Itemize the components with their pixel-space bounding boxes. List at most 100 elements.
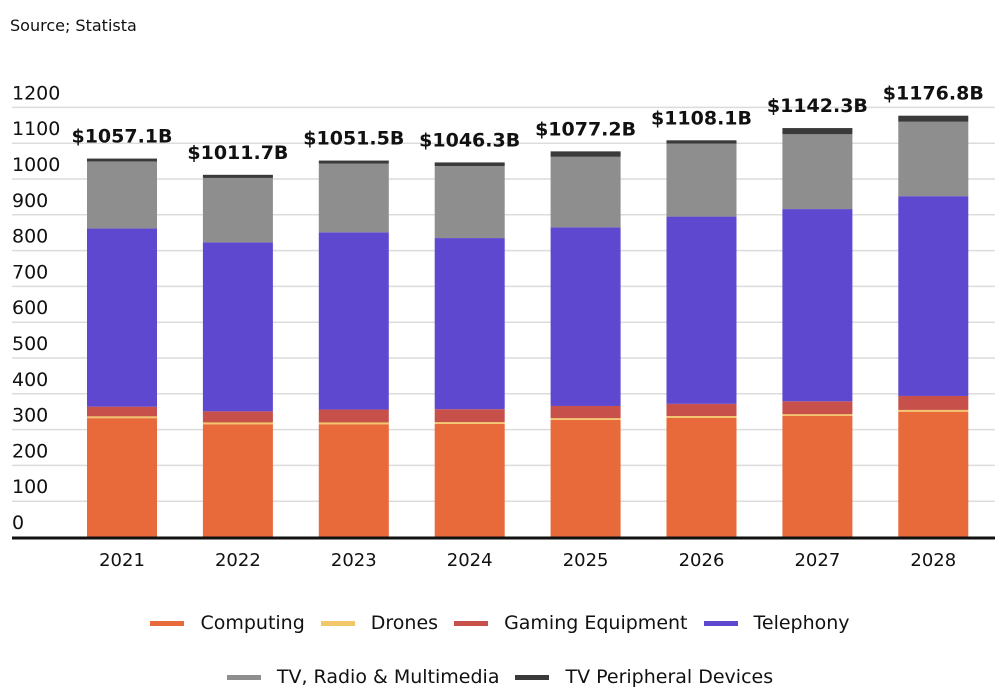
x-tick-label: 2026 xyxy=(679,550,725,571)
legend-item-telephony[interactable]: Telephony xyxy=(703,612,850,634)
source-note: Source; Statista xyxy=(10,16,137,35)
bar-segment-gaming-equipment-2028 xyxy=(898,395,969,410)
legend-item-gaming-equipment[interactable]: Gaming Equipment xyxy=(454,612,688,634)
x-tick-label: 2022 xyxy=(215,550,261,571)
bar-segment-telephony-2021 xyxy=(87,228,157,407)
y-tick-label: 1100 xyxy=(12,118,60,140)
x-tick-label: 2021 xyxy=(99,550,145,571)
y-tick-label: 900 xyxy=(12,190,48,212)
legend-item-tv-radio-multimedia[interactable]: TV, Radio & Multimedia xyxy=(226,666,500,688)
legend-row-2: TV, Radio & Multimedia TV Peripheral Dev… xyxy=(0,666,1000,688)
y-tick-label: 700 xyxy=(12,261,48,283)
bar-segment-gaming-equipment-2026 xyxy=(666,403,737,416)
bar-segment-computing-2021 xyxy=(87,418,157,537)
legend-label: Gaming Equipment xyxy=(504,612,688,634)
bar-segment-drones-2025 xyxy=(550,418,621,420)
y-tick-label: 0 xyxy=(12,512,24,534)
bar-segment-drones-2022 xyxy=(202,422,273,425)
y-axis-ticks: 0 100 200 300 400 500 600 700 800 900 1000 1100 1200 xyxy=(12,82,60,534)
total-label-2022: $1011.7B xyxy=(187,142,288,164)
total-label-2021: $1057.1B xyxy=(71,126,172,148)
bar-segment-gaming-equipment-2024 xyxy=(434,409,505,423)
legend-item-drones[interactable]: Drones xyxy=(320,612,439,634)
x-tick-label: 2028 xyxy=(910,550,956,571)
bar-segment-telephony-2023 xyxy=(318,232,389,410)
bar-segment-drones-2024 xyxy=(434,422,505,424)
bar-segment-gaming-equipment-2023 xyxy=(318,409,389,423)
bar-segment-tv-peripheral-devices-2026 xyxy=(666,140,737,144)
legend-swatch-telephony xyxy=(703,620,738,626)
bar-segment-tv-peripheral-devices-2022 xyxy=(202,174,273,178)
bar-segment-tv-radio-multimedia-2021 xyxy=(87,161,157,229)
bar-segment-gaming-equipment-2022 xyxy=(202,411,273,423)
bar-segment-drones-2021 xyxy=(87,416,157,419)
legend-label: Drones xyxy=(370,612,439,634)
bar-segment-computing-2025 xyxy=(550,419,621,537)
y-tick-label: 1200 xyxy=(12,82,60,104)
x-tick-label: 2027 xyxy=(794,550,840,571)
total-labels: $1057.1B $1011.7B $1051.5B $1046.3B $1077.2B… xyxy=(71,83,983,164)
x-axis-ticks: 2021 2022 2023 2024 2025 2026 2027 2028 xyxy=(99,550,956,571)
stacked-bar-chart: 0 100 200 300 400 500 600 700 800 900 1000 1100 1200… xyxy=(12,82,995,571)
bar-segment-telephony-2024 xyxy=(434,238,505,410)
bar-segment-drones-2026 xyxy=(666,415,737,418)
bar-segment-gaming-equipment-2025 xyxy=(550,405,621,419)
legend-item-computing[interactable]: Computing xyxy=(150,612,305,634)
total-label-2023: $1051.5B xyxy=(303,128,404,150)
x-tick-label: 2024 xyxy=(447,550,493,571)
bar-segment-tv-radio-multimedia-2028 xyxy=(898,121,969,197)
legend-label: TV Peripheral Devices xyxy=(565,666,774,688)
bar-segment-tv-peripheral-devices-2025 xyxy=(550,151,621,157)
bar-segment-tv-peripheral-devices-2028 xyxy=(898,115,969,122)
total-label-2026: $1108.1B xyxy=(651,107,752,129)
bar-segment-computing-2026 xyxy=(666,417,737,537)
y-tick-label: 1000 xyxy=(12,154,60,176)
bar-segment-computing-2022 xyxy=(202,424,273,537)
bar-segment-computing-2027 xyxy=(782,415,853,537)
total-label-2028: $1176.8B xyxy=(883,83,984,105)
bar-segment-telephony-2027 xyxy=(782,209,853,402)
bar-segment-gaming-equipment-2027 xyxy=(782,401,853,415)
bar-segment-telephony-2028 xyxy=(898,196,969,396)
bar-segment-drones-2023 xyxy=(318,422,389,425)
bar-segment-telephony-2026 xyxy=(666,216,737,404)
bar-segment-gaming-equipment-2021 xyxy=(87,406,157,417)
legend-item-tv-peripheral-devices[interactable]: TV Peripheral Devices xyxy=(515,666,773,688)
bar-segment-tv-radio-multimedia-2022 xyxy=(202,177,273,243)
y-tick-label: 200 xyxy=(12,440,48,462)
bar-segment-computing-2028 xyxy=(898,411,969,537)
x-tick-label: 2025 xyxy=(563,550,609,571)
y-tick-label: 300 xyxy=(12,405,48,427)
y-tick-label: 600 xyxy=(12,297,48,319)
total-label-2024: $1046.3B xyxy=(419,129,520,151)
legend-swatch-drones xyxy=(320,620,355,626)
x-tick-label: 2023 xyxy=(331,550,377,571)
bar-segment-drones-2028 xyxy=(898,409,969,412)
y-tick-label: 500 xyxy=(12,333,48,355)
legend-swatch-computing xyxy=(150,620,185,626)
legend-label: Computing xyxy=(200,612,305,634)
bar-segment-tv-radio-multimedia-2027 xyxy=(782,134,853,210)
legend-swatch-gaming-equipment xyxy=(454,620,489,626)
bar-segment-tv-radio-multimedia-2025 xyxy=(550,156,621,228)
bar-segment-tv-radio-multimedia-2023 xyxy=(318,163,389,233)
bar-segment-tv-peripheral-devices-2024 xyxy=(434,162,505,167)
total-label-2025: $1077.2B xyxy=(535,118,636,140)
legend-label: TV, Radio & Multimedia xyxy=(276,666,500,688)
bar-segment-telephony-2022 xyxy=(202,242,273,412)
bar-segment-tv-peripheral-devices-2027 xyxy=(782,128,853,135)
legend-row-1: Computing Drones Gaming Equipment Teleph… xyxy=(0,612,1000,634)
bar-segment-tv-radio-multimedia-2024 xyxy=(434,166,505,239)
y-tick-label: 400 xyxy=(12,369,48,391)
bar-segment-computing-2023 xyxy=(318,424,389,537)
bar-segment-tv-radio-multimedia-2026 xyxy=(666,143,737,217)
legend-swatch-tv-radio-multimedia xyxy=(226,674,261,680)
total-label-2027: $1142.3B xyxy=(767,95,868,117)
legend-label: Telephony xyxy=(753,612,850,634)
y-tick-label: 100 xyxy=(12,476,48,498)
bar-segment-tv-peripheral-devices-2023 xyxy=(318,160,389,164)
bar-segment-computing-2024 xyxy=(434,423,505,537)
bar-segment-telephony-2025 xyxy=(550,227,621,406)
bars xyxy=(87,115,969,537)
bar-segment-tv-peripheral-devices-2021 xyxy=(87,158,157,162)
